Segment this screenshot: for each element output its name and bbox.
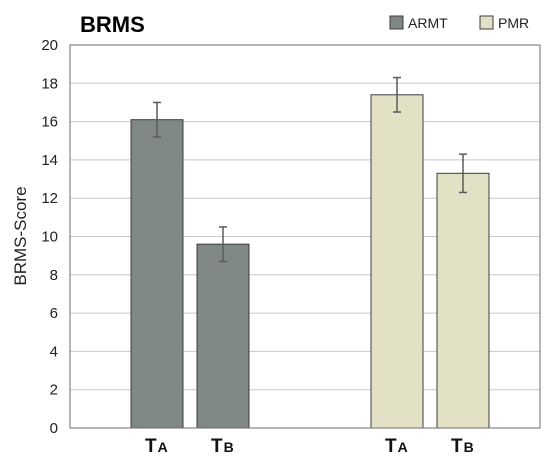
y-tick-label: 14	[41, 152, 58, 169]
y-tick-label: 8	[50, 267, 58, 284]
plot-frame	[69, 44, 541, 429]
x-tick-label: TB	[451, 436, 474, 457]
y-tick-label: 4	[50, 343, 58, 360]
y-tick-label: 6	[50, 305, 58, 322]
legend-label: ARMT	[408, 15, 448, 31]
bar	[370, 94, 424, 429]
error-bar	[459, 153, 467, 194]
x-tick-label: TB	[211, 436, 234, 457]
legend-label: PMR	[498, 15, 529, 31]
y-tick-label: 16	[41, 114, 58, 131]
y-tick-label: 12	[41, 190, 58, 207]
legend: ARMT PMR	[389, 15, 529, 31]
chart-title: BRMS	[80, 12, 145, 37]
y-tick-label: 10	[41, 229, 58, 246]
error-bar	[393, 76, 401, 113]
legend-item: PMR	[479, 15, 529, 31]
legend-swatch	[479, 15, 494, 30]
error-bar	[219, 226, 227, 263]
bar	[196, 243, 250, 429]
y-tick-label: 0	[50, 420, 58, 437]
bars	[130, 76, 490, 429]
y-axis-ticks: 0 2 4 6 8 10 12 14 16 18 20	[41, 37, 58, 437]
x-tick-label: TA	[145, 436, 168, 457]
y-tick-label: 20	[41, 37, 58, 54]
x-axis-labels: TA TB TA TB	[145, 436, 474, 457]
y-tick-label: 18	[41, 75, 58, 92]
bar	[436, 172, 490, 429]
x-tick-label: TA	[385, 436, 408, 457]
y-axis-label: BRMS-Score	[11, 186, 30, 285]
y-tick-label: 2	[50, 382, 58, 399]
legend-swatch	[389, 15, 404, 30]
error-bar	[153, 101, 161, 138]
legend-item: ARMT	[389, 15, 448, 31]
bar	[130, 119, 184, 429]
